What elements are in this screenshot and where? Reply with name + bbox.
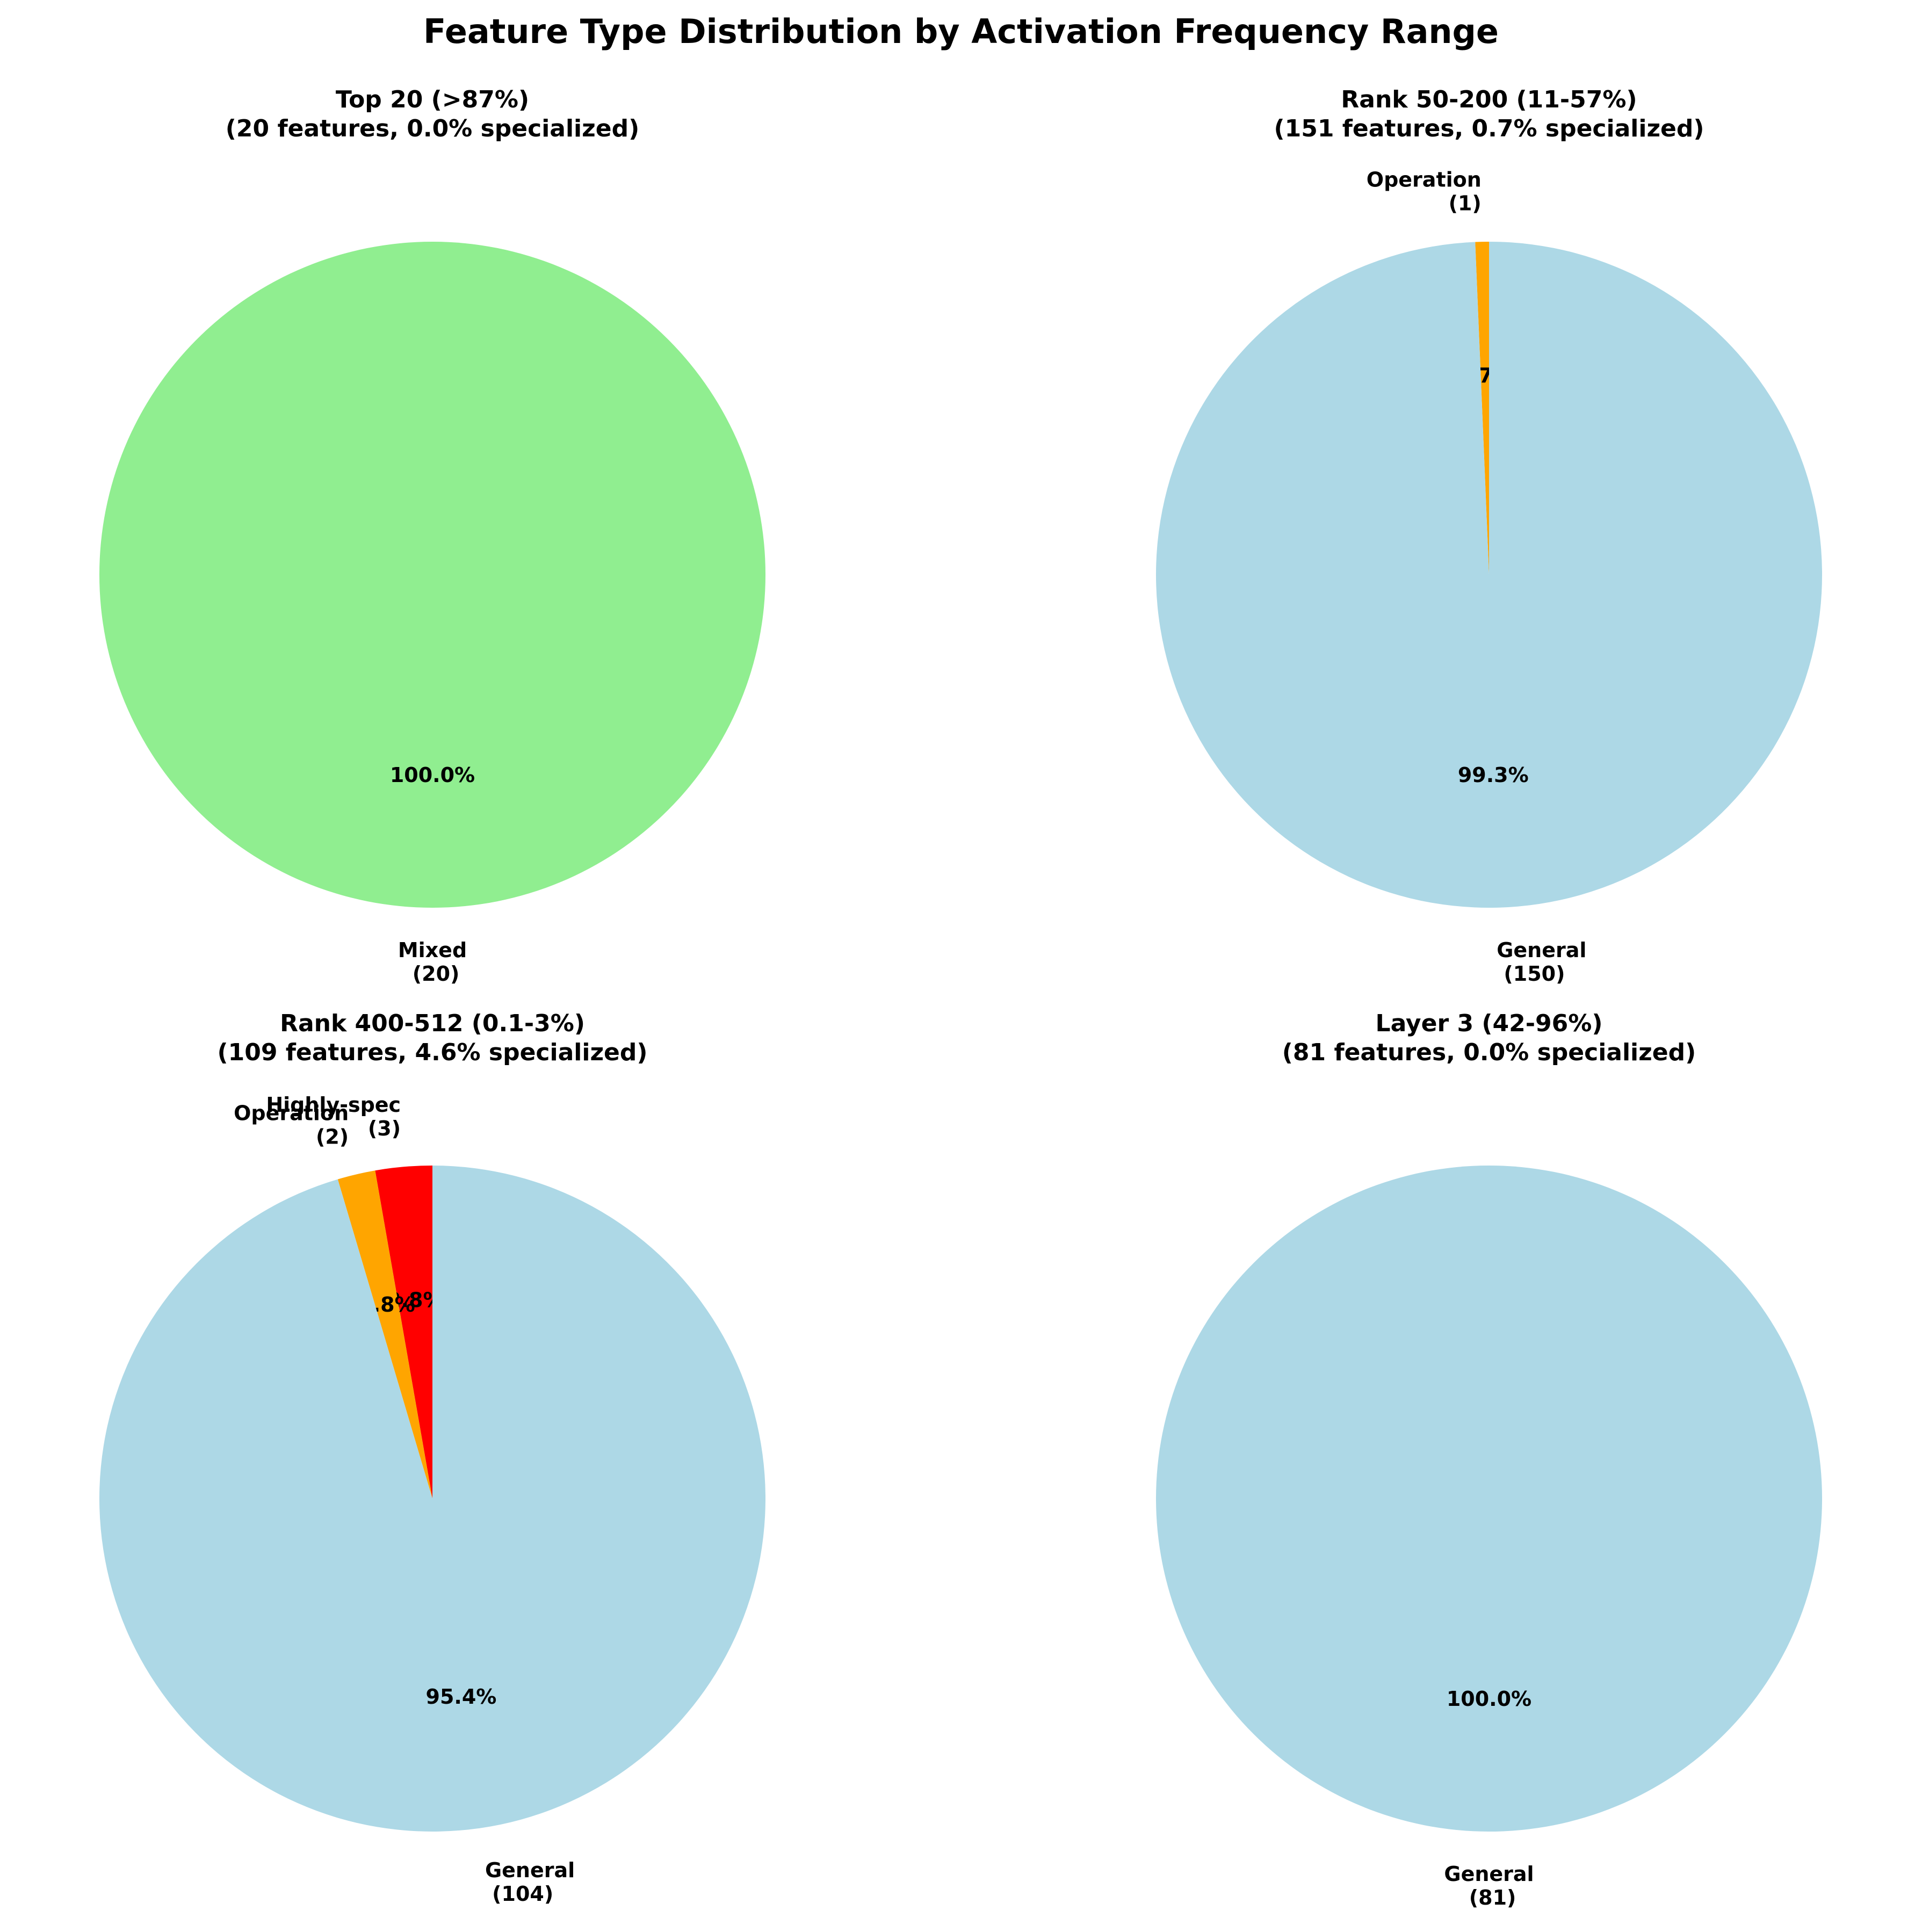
pie-title: Rank 50-200 (11-57%) (1341, 86, 1637, 113)
pie-title: Top 20 (>87%) (336, 86, 529, 113)
pie-slice-highly-spec[interactable] (375, 1166, 432, 1499)
pie-subtitle: (151 features, 0.7% specialized) (1274, 115, 1704, 142)
pie-category-label: Operation (1) (1367, 168, 1482, 215)
pie-category-label: General (104) (485, 1858, 575, 1906)
pie-subtitle: (20 features, 0.0% specialized) (226, 115, 639, 142)
pie-title: Layer 3 (42-96%) (1376, 1010, 1603, 1037)
pie-slice-general[interactable] (99, 1166, 765, 1832)
pie-percent-label: 100.0% (1447, 1687, 1531, 1711)
pie-chart-4: Layer 3 (42-96%)(81 features, 0.0% speci… (1156, 1010, 1822, 1909)
pie-percent-label: 99.3% (1458, 763, 1529, 787)
figure-title: Feature Type Distribution by Activation … (423, 12, 1499, 51)
pie-subtitle: (109 features, 4.6% specialized) (217, 1039, 647, 1066)
pie-category-label: General (81) (1444, 1862, 1534, 1909)
pie-percent-label: 95.4% (426, 1685, 497, 1709)
pie-chart-2: Rank 50-200 (11-57%)(151 features, 0.7% … (1156, 86, 1823, 986)
pie-title: Rank 400-512 (0.1-3%) (280, 1010, 585, 1037)
pie-category-label: Highly-spec (3) (266, 1093, 401, 1140)
pie-chart-3: Rank 400-512 (0.1-3%)(109 features, 4.6%… (99, 1010, 765, 1906)
pie-slice-general[interactable] (1156, 1166, 1822, 1832)
pie-category-label: General (150) (1497, 938, 1586, 986)
pie-percent-label: 100.0% (390, 763, 475, 787)
pie-category-label: Mixed (20) (398, 938, 467, 986)
pie-chart-1: Top 20 (>87%)(20 features, 0.0% speciali… (99, 86, 765, 986)
pie-subtitle: (81 features, 0.0% specialized) (1282, 1039, 1696, 1066)
pie-slice-operation[interactable] (1475, 242, 1489, 575)
pie-slice-operation[interactable] (337, 1170, 432, 1499)
pie-slice-general[interactable] (1156, 242, 1823, 908)
pie-slice-mixed[interactable] (99, 242, 765, 908)
pie-category-label: Operation (2) (234, 1102, 349, 1149)
